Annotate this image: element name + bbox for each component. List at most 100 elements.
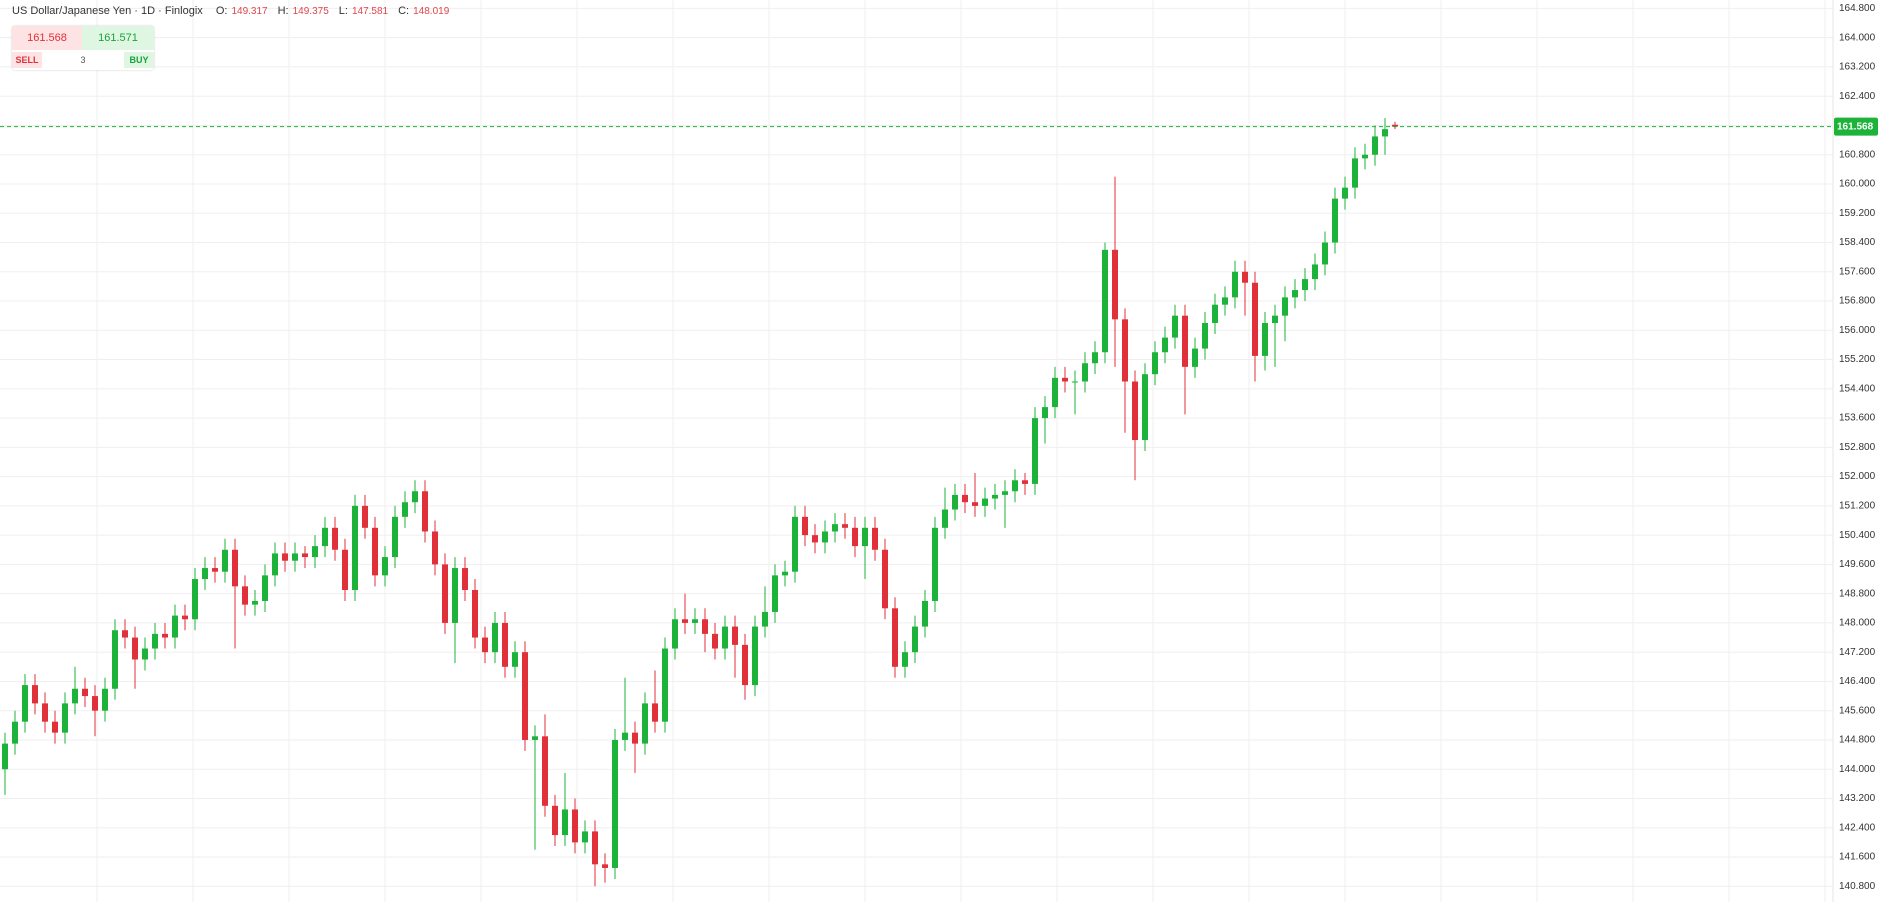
symbol-title: US Dollar/Japanese Yen · 1D · Finlogix — [12, 5, 203, 17]
candle-body — [122, 630, 128, 638]
candle-body — [622, 732, 628, 740]
y-tick-label: 160.000 — [1839, 179, 1876, 190]
candle-body — [112, 630, 118, 689]
y-tick-label: 159.200 — [1839, 208, 1876, 219]
y-tick-label: 162.400 — [1839, 91, 1876, 102]
candle-body — [692, 619, 698, 623]
candle-body — [1042, 407, 1048, 419]
candle-body — [222, 549, 228, 572]
candle-body — [862, 527, 868, 547]
y-tick-label: 144.000 — [1839, 764, 1876, 775]
candle-body — [32, 685, 38, 704]
candle-body — [212, 568, 218, 572]
ohlc-value: 149.375 — [292, 6, 329, 17]
candle-body — [662, 648, 668, 722]
candle-body — [52, 721, 58, 733]
candle-body — [1312, 264, 1318, 280]
y-tick-label: 154.400 — [1839, 383, 1876, 394]
candle-body — [542, 736, 548, 806]
y-tick-label: 160.800 — [1839, 149, 1876, 160]
candle-body — [992, 494, 998, 499]
ohlc-label: H: — [277, 5, 289, 17]
candle-body — [92, 696, 98, 711]
y-tick-label: 151.200 — [1839, 501, 1876, 512]
y-tick-label: 158.400 — [1839, 237, 1876, 248]
buy-price[interactable]: 161.571 — [82, 26, 154, 50]
candle-body — [942, 509, 948, 528]
candle-body — [1352, 158, 1358, 188]
y-tick-label: 164.000 — [1839, 32, 1876, 43]
candle-body — [1242, 271, 1248, 283]
candle-body — [162, 633, 168, 638]
y-tick-label: 155.200 — [1839, 354, 1876, 365]
candle-body — [42, 703, 48, 722]
candle-body — [842, 524, 848, 528]
candle-body — [912, 626, 918, 653]
y-tick-label: 148.800 — [1839, 588, 1876, 599]
sell-button[interactable]: SELL — [12, 52, 42, 68]
candle-body — [812, 535, 818, 543]
ohlc-label: O: — [215, 5, 228, 17]
candle-body — [922, 600, 928, 627]
candle-body — [712, 633, 718, 649]
candle-body — [522, 652, 528, 740]
candle-body — [1372, 136, 1378, 155]
candle-body — [1262, 322, 1268, 356]
candle-body — [372, 527, 378, 576]
candle-body — [242, 586, 248, 605]
last-price-tag — [1834, 117, 1878, 136]
candle-body — [702, 619, 708, 634]
candle-body — [1162, 337, 1168, 353]
candle-body — [62, 703, 68, 733]
candle-body — [202, 568, 208, 580]
candle-body — [682, 619, 688, 623]
candle-body — [672, 619, 678, 649]
candle-body — [392, 516, 398, 558]
candle-body — [342, 549, 348, 590]
candle-body — [822, 531, 828, 543]
y-tick-label: 140.800 — [1839, 881, 1876, 892]
symbol-header: US Dollar/Japanese Yen · 1D · Finlogix O… — [12, 5, 449, 17]
candle-body — [1152, 352, 1158, 375]
candle-body — [252, 600, 258, 605]
candle-body — [1192, 348, 1198, 367]
candle-body — [352, 505, 358, 590]
candle-body — [382, 557, 388, 576]
candle-body — [152, 633, 158, 649]
ohlc-value: 147.581 — [351, 6, 389, 17]
candle-body — [132, 637, 138, 660]
quantity[interactable]: 3 — [80, 55, 86, 65]
sell-price[interactable]: 161.568 — [12, 26, 82, 50]
candle-body — [492, 622, 498, 653]
y-tick-label: 156.800 — [1839, 296, 1876, 307]
candle-body — [502, 622, 508, 667]
candle-body — [1382, 129, 1388, 137]
ohlc-label: C: — [398, 5, 410, 17]
candle-body — [732, 626, 738, 645]
candle-body — [752, 626, 758, 686]
candle-body — [482, 637, 488, 653]
candle-body — [872, 527, 878, 550]
candle-body — [262, 575, 268, 601]
candle-body — [1052, 377, 1058, 408]
candle-body — [1032, 418, 1038, 484]
candle-body — [402, 502, 408, 517]
candle-body — [782, 571, 788, 576]
candle-body — [1362, 154, 1368, 159]
candle-body — [292, 553, 298, 561]
y-tick-label: 153.600 — [1839, 413, 1876, 424]
candle-body — [572, 809, 578, 843]
ohlc-values: O: 149.317 H: 149.375 L: 147.581 C: 148.019 — [206, 5, 449, 17]
candle-body — [762, 611, 768, 627]
candle-body — [1022, 480, 1028, 484]
candle-body — [1212, 304, 1218, 323]
candle-body — [562, 809, 568, 836]
candle-body — [1252, 282, 1258, 356]
candle-body — [1202, 322, 1208, 349]
candle-body — [1132, 381, 1138, 441]
candle-body — [1182, 315, 1188, 367]
buy-button[interactable]: BUY — [124, 52, 154, 68]
y-tick-label: 143.200 — [1839, 793, 1876, 804]
trade-panel: 161.568 161.571 SELL 3 BUY — [12, 26, 154, 70]
